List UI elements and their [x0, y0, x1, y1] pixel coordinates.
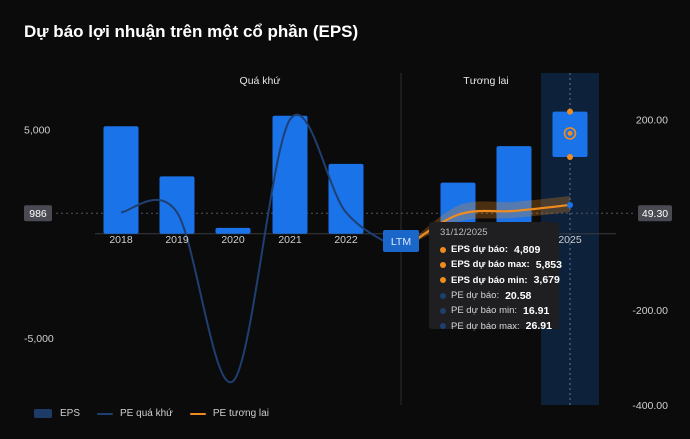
tooltip-row-marker: [440, 246, 446, 253]
left-axis-tick: 5,000: [24, 124, 50, 136]
chart-legend: EPS PE quá khứ PE tương lai: [34, 408, 286, 419]
tooltip-row-label: EPS dự báo:: [451, 244, 509, 256]
tooltip-row-marker: [440, 277, 446, 284]
legend-label-eps: EPS: [60, 408, 81, 419]
eps-forecast-max-point: [567, 108, 573, 115]
tooltip-row-label: EPS dự báo max:: [451, 259, 530, 271]
eps-bar: [328, 163, 364, 234]
x-tick-label: 2019: [165, 234, 189, 246]
x-tick-label: LTM: [391, 236, 411, 248]
tooltip-row-pe-min: PE dự báo min: 16.91: [440, 303, 549, 318]
eps-bar: [103, 126, 139, 234]
eps-forecast-point-ring: [563, 127, 577, 140]
x-tick-label: 2020: [221, 234, 245, 246]
legend-item-eps[interactable]: EPS: [34, 408, 80, 419]
tooltip-row-eps-max: EPS dự báo max: 5,853: [440, 257, 562, 272]
legend-label-pe-past: PE quá khứ: [120, 408, 173, 419]
tooltip-row-eps: EPS dự báo: 4,809: [440, 242, 549, 257]
eps-bar: [496, 146, 532, 234]
tooltip-row-eps-min: EPS dự báo min: 3,679: [440, 273, 560, 288]
tooltip-row-marker: [440, 307, 446, 314]
ltm-badge: [383, 230, 419, 252]
tooltip-row-value: 5,853: [535, 258, 562, 271]
tooltip-row-value: 3,679: [533, 274, 560, 287]
left-axis-tick: -5,000: [24, 333, 54, 345]
reference-badge-right: [638, 205, 672, 222]
x-tick-label: 2018: [109, 234, 133, 246]
pe-future-line: [400, 203, 571, 252]
tooltip-row-value: 26.91: [525, 320, 552, 333]
chart-title: Dự báo lợi nhuận trên một cổ phần (EPS): [24, 22, 359, 41]
legend-swatch-pe-future: [189, 412, 206, 415]
eps-bar: [440, 182, 476, 234]
tooltip-date: 31/12/2025: [440, 227, 488, 238]
right-axis-tick: -400.00: [632, 400, 668, 412]
eps-forecast-min-point: [567, 153, 573, 160]
tooltip-row-value: 4,809: [514, 243, 541, 256]
x-tick-label: 2021: [278, 234, 302, 246]
pe-past-line: [120, 113, 402, 384]
tooltip-row-pe-max: PE dự báo max: 26.91: [440, 318, 552, 333]
right-axis-tick: -200.00: [632, 305, 668, 317]
x-tick-label: 2022: [334, 234, 358, 246]
tooltip-row-label: PE dự báo:: [451, 290, 500, 302]
legend-swatch-pe-past: [97, 412, 114, 415]
section-label-future: Tương lai: [463, 75, 508, 87]
legend-label-pe-future: PE tương lai: [212, 408, 269, 419]
chart-tooltip: 31/12/2025 EPS dự báo: 4,809 EPS dự báo …: [429, 222, 562, 332]
tooltip-row-pe: PE dự báo: 20.58: [440, 288, 549, 303]
tooltip-row-value: 16.91: [523, 304, 550, 317]
section-label-past: Quá khứ: [240, 75, 281, 87]
tooltip-row-marker: [440, 292, 446, 299]
eps-bar: [272, 115, 308, 234]
legend-item-pe-past[interactable]: PE quá khứ: [97, 408, 173, 419]
tooltip-row-marker: [440, 261, 446, 268]
tooltip-row-label: PE dự báo min:: [451, 305, 518, 317]
eps-forecast-point: [567, 130, 573, 136]
eps-bar: [159, 176, 195, 234]
reference-label-right: 49.30: [642, 208, 668, 220]
tooltip-row-marker: [440, 323, 446, 330]
legend-swatch-eps: [34, 409, 52, 418]
reference-label-left: 986: [29, 208, 47, 220]
x-tick-label: 2025: [558, 234, 582, 246]
tooltip-row-label: PE dự báo max:: [451, 320, 520, 332]
eps-bar: [215, 227, 251, 234]
legend-item-pe-future[interactable]: PE tương lai: [189, 408, 269, 419]
tooltip-row-label: EPS dự báo min:: [451, 274, 528, 286]
pe-future-point: [567, 201, 573, 208]
reference-badge-left: [24, 205, 52, 222]
right-axis-tick: 200.00: [636, 115, 668, 127]
tooltip-row-value: 20.58: [505, 289, 532, 302]
